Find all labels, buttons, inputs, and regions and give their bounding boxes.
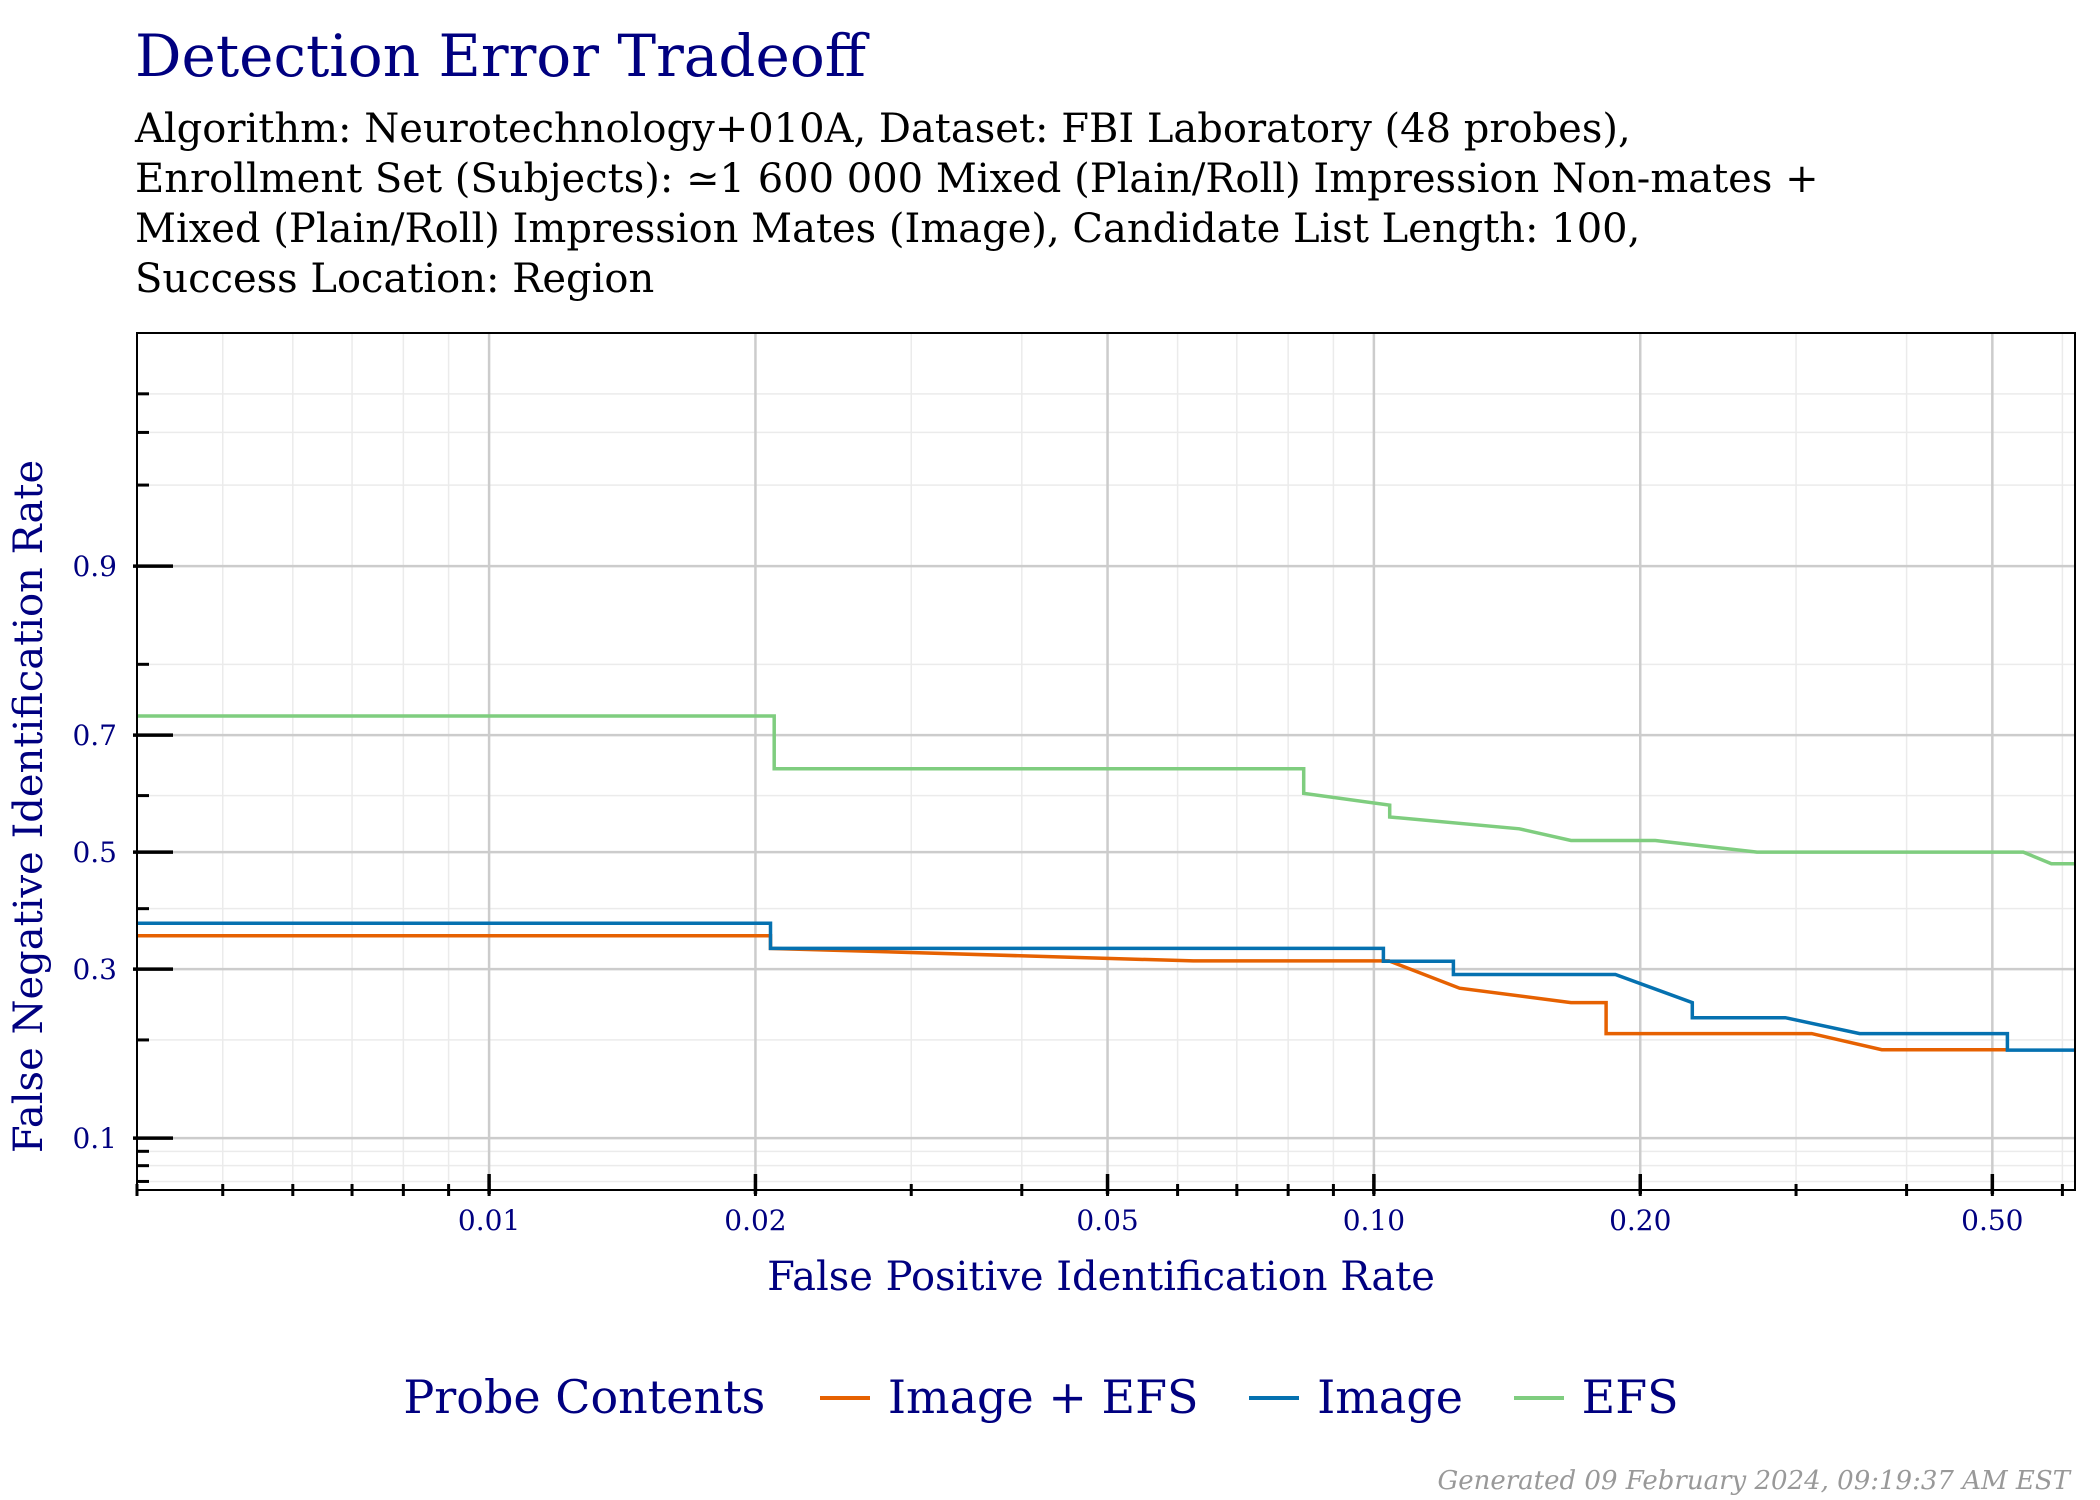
x-tick-label: 0.02 <box>724 1204 786 1237</box>
x-tick-label: 0.01 <box>458 1204 520 1237</box>
y-tick-label: 0.7 <box>72 719 117 752</box>
legend-label: Image <box>1317 1370 1464 1424</box>
legend-item-efs: EFS <box>1513 1370 1679 1424</box>
chart-title: Detection Error Tradeoff <box>135 22 866 90</box>
legend-swatch <box>819 1396 870 1400</box>
y-tick-label: 0.1 <box>72 1122 117 1155</box>
y-axis-label: False Negative Identification Rate <box>6 460 52 1153</box>
series-layer <box>137 714 2075 1052</box>
series-line-1 <box>137 921 2075 1052</box>
series-line-2 <box>137 714 2075 866</box>
legend-swatch <box>1513 1396 1564 1400</box>
axis-ticks <box>133 392 2064 1196</box>
x-tick-label: 0.05 <box>1076 1204 1138 1237</box>
legend-label: EFS <box>1581 1370 1679 1424</box>
legend: Probe Contents Image + EFS Image EFS <box>0 1370 2100 1424</box>
generated-timestamp: Generated 09 February 2024, 09:19:37 AM … <box>1437 1466 2070 1496</box>
subtitle-line: Success Location: Region <box>135 256 655 302</box>
legend-title: Probe Contents <box>403 1370 766 1424</box>
subtitle-line: Algorithm: Neurotechnology+010A, Dataset… <box>135 106 1631 152</box>
chart-subtitle: Algorithm: Neurotechnology+010A, Dataset… <box>135 104 1819 304</box>
y-tick-label: 0.5 <box>72 836 117 869</box>
x-tick-label: 0.50 <box>1961 1204 2023 1237</box>
x-tick-label: 0.10 <box>1343 1204 1405 1237</box>
legend-item-image: Image <box>1249 1370 1463 1424</box>
y-tick-label: 0.9 <box>72 550 117 583</box>
x-axis-label: False Positive Identification Rate <box>767 1254 1435 1300</box>
minor-grid <box>136 333 2075 1190</box>
series-line-0 <box>137 933 2008 1052</box>
axis-tick-labels: 0.01 0.02 0.05 0.10 0.20 0.50 0.1 0.3 0.5 0.7 0.9 <box>72 550 2023 1237</box>
legend-swatch <box>1249 1396 1300 1400</box>
legend-label: Image + EFS <box>887 1370 1199 1424</box>
legend-item-image-efs: Image + EFS <box>819 1370 1199 1424</box>
y-tick-label: 0.3 <box>72 953 117 986</box>
subtitle-line: Mixed (Plain/Roll) Impression Mates (Ima… <box>135 206 1641 252</box>
x-tick-label: 0.20 <box>1609 1204 1671 1237</box>
plot-frame <box>136 332 2076 1191</box>
subtitle-line: Enrollment Set (Subjects): ≃1 600 000 Mi… <box>135 156 1819 202</box>
major-grid <box>137 333 2075 1190</box>
